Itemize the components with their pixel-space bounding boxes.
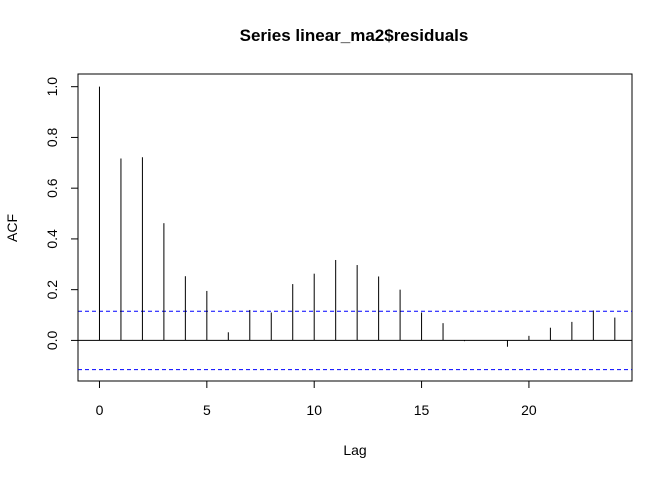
x-axis-label: Lag [343, 442, 366, 458]
y-tick-label: 0.2 [44, 280, 60, 300]
plot-frame [77, 73, 633, 382]
x-tick-label: 15 [414, 402, 430, 418]
x-tick-label: 10 [306, 402, 322, 418]
y-tick-label: 0.6 [44, 178, 60, 198]
y-tick-label: 0.0 [44, 330, 60, 350]
y-tick-label: 1.0 [44, 77, 60, 97]
confidence-bounds [78, 310, 632, 371]
y-tick-label: 0.8 [44, 127, 60, 147]
x-tick-label: 0 [96, 402, 104, 418]
x-tick-label: 20 [521, 402, 537, 418]
acf-bars [98, 86, 616, 347]
y-axis-label: ACF [4, 214, 20, 242]
x-axis: 0 5 10 15 20 [96, 380, 537, 418]
y-tick-label: 0.4 [44, 229, 60, 249]
chart-title: Series linear_ma2$residuals [240, 26, 469, 45]
y-axis: 0.0 0.2 0.4 0.6 0.8 1.0 [44, 77, 79, 350]
x-tick-label: 5 [203, 402, 211, 418]
